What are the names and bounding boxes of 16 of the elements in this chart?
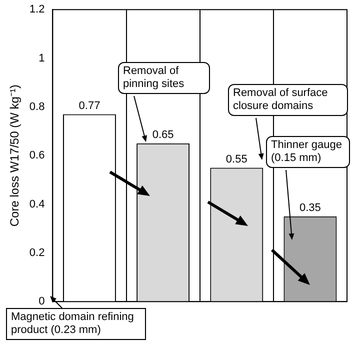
y-axis-title: Core loss W17/50 (W kg⁻¹) [8, 84, 22, 227]
y-tick-label: 1.2 [29, 4, 45, 16]
annotation: Removal of pinning sites [118, 62, 210, 94]
data-label: 0.77 [78, 100, 100, 112]
data-label: 0.65 [152, 128, 174, 141]
annotation: Removal of surface closure domains [228, 84, 348, 116]
y-tick-label: 0.8 [29, 100, 45, 113]
y-tick-label: 0 [38, 296, 45, 308]
text: Magnetic domain refining product (0.23 mm) [6, 308, 146, 340]
data-label: 0.35 [300, 202, 321, 214]
data-label: 0.55 [226, 153, 248, 166]
y-tick-label: 1 [38, 52, 45, 64]
y-tick-label: 0.4 [29, 198, 45, 210]
y-tick-label: 0.2 [29, 246, 45, 259]
y-tick-label: 0.6 [29, 150, 45, 162]
annotation: Thinner gauge (0.15 mm) [266, 136, 350, 168]
